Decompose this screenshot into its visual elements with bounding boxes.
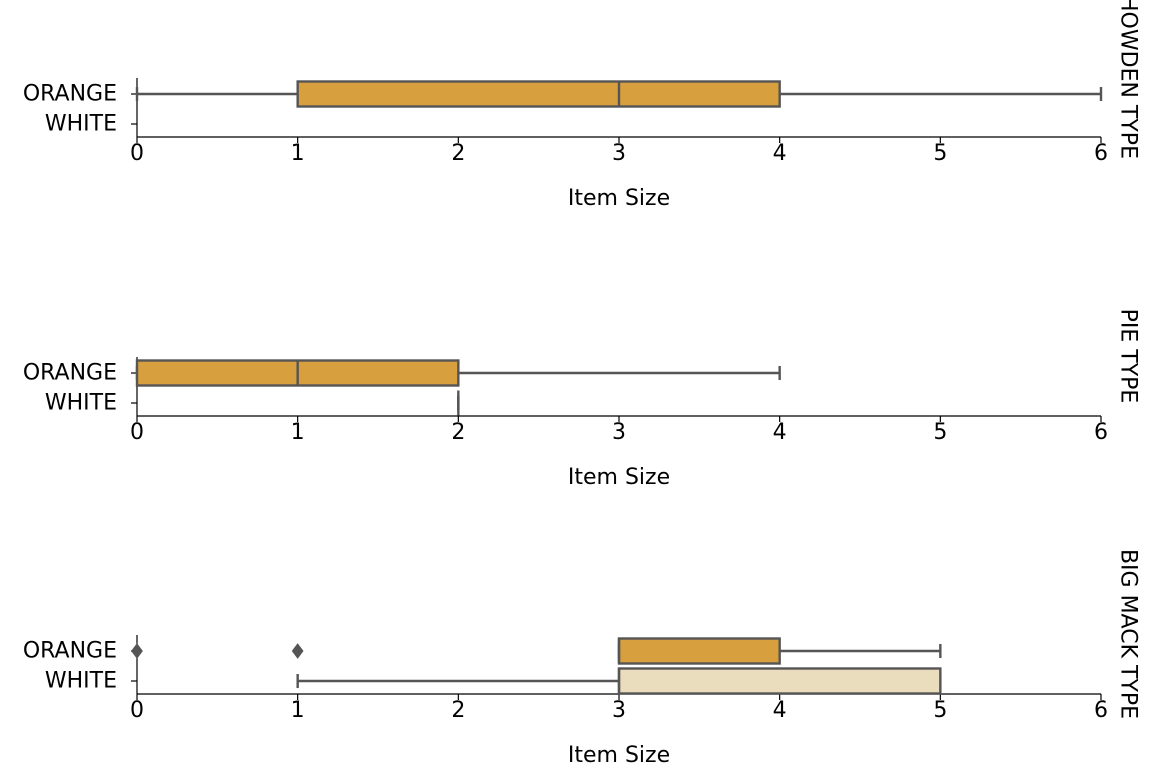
iqr-box (617, 667, 942, 695)
facet-label: PIE TYPE (1116, 309, 1141, 404)
facet-label: BIG MACK TYPE (1116, 549, 1141, 719)
box-orange (131, 637, 942, 665)
category-label: ORANGE (23, 82, 117, 107)
facet-label: HOWDEN TYPE (1116, 0, 1141, 159)
x-tick-label: 6 (1094, 698, 1108, 723)
x-tick-label: 4 (773, 141, 787, 166)
x-tick-label: 6 (1094, 141, 1108, 166)
category-label: ORANGE (23, 361, 117, 386)
x-axis-label: Item Size (568, 743, 670, 768)
x-tick-label: 0 (130, 698, 144, 723)
x-tick-label: 5 (933, 698, 947, 723)
x-axis-label: Item Size (568, 465, 670, 490)
panel-1: ORANGE WHITE 0 1 2 3 4 5 6 Item Size HOWDEN TYPE (23, 0, 1141, 211)
category-label: WHITE (45, 391, 117, 416)
x-tick-label: 4 (773, 420, 787, 445)
x-tick-label: 6 (1094, 420, 1108, 445)
x-tick-label: 0 (130, 420, 144, 445)
box-orange (135, 80, 1103, 108)
outlier-point (131, 643, 143, 659)
x-axis-label: Item Size (568, 186, 670, 211)
x-tick-label: 0 (130, 141, 144, 166)
x-tick-label: 1 (291, 141, 305, 166)
x-tick-label: 5 (933, 420, 947, 445)
x-tick-label: 1 (291, 698, 305, 723)
x-tick-label: 3 (612, 698, 626, 723)
x-tick-label: 3 (612, 420, 626, 445)
category-label: ORANGE (23, 639, 117, 664)
box-orange (135, 359, 781, 387)
x-tick-label: 2 (451, 141, 465, 166)
x-tick-label: 1 (291, 420, 305, 445)
x-tick-label: 5 (933, 141, 947, 166)
x-tick-label: 2 (451, 698, 465, 723)
x-tick-label: 4 (773, 698, 787, 723)
panel-2: ORANGE WHITE 0 1 2 3 4 5 6 Item Size PIE TYPE (23, 309, 1141, 490)
box-white (296, 667, 942, 695)
x-tick-label: 2 (451, 420, 465, 445)
outlier-point (291, 643, 304, 659)
category-label: WHITE (45, 112, 117, 137)
iqr-box (617, 637, 781, 665)
category-label: WHITE (45, 669, 117, 694)
iqr-box (296, 80, 781, 108)
panel-3: ORANGE WHITE 0 1 2 3 4 5 6 Item Size BIG MACK TYPE (23, 549, 1141, 768)
x-tick-label: 3 (612, 141, 626, 166)
